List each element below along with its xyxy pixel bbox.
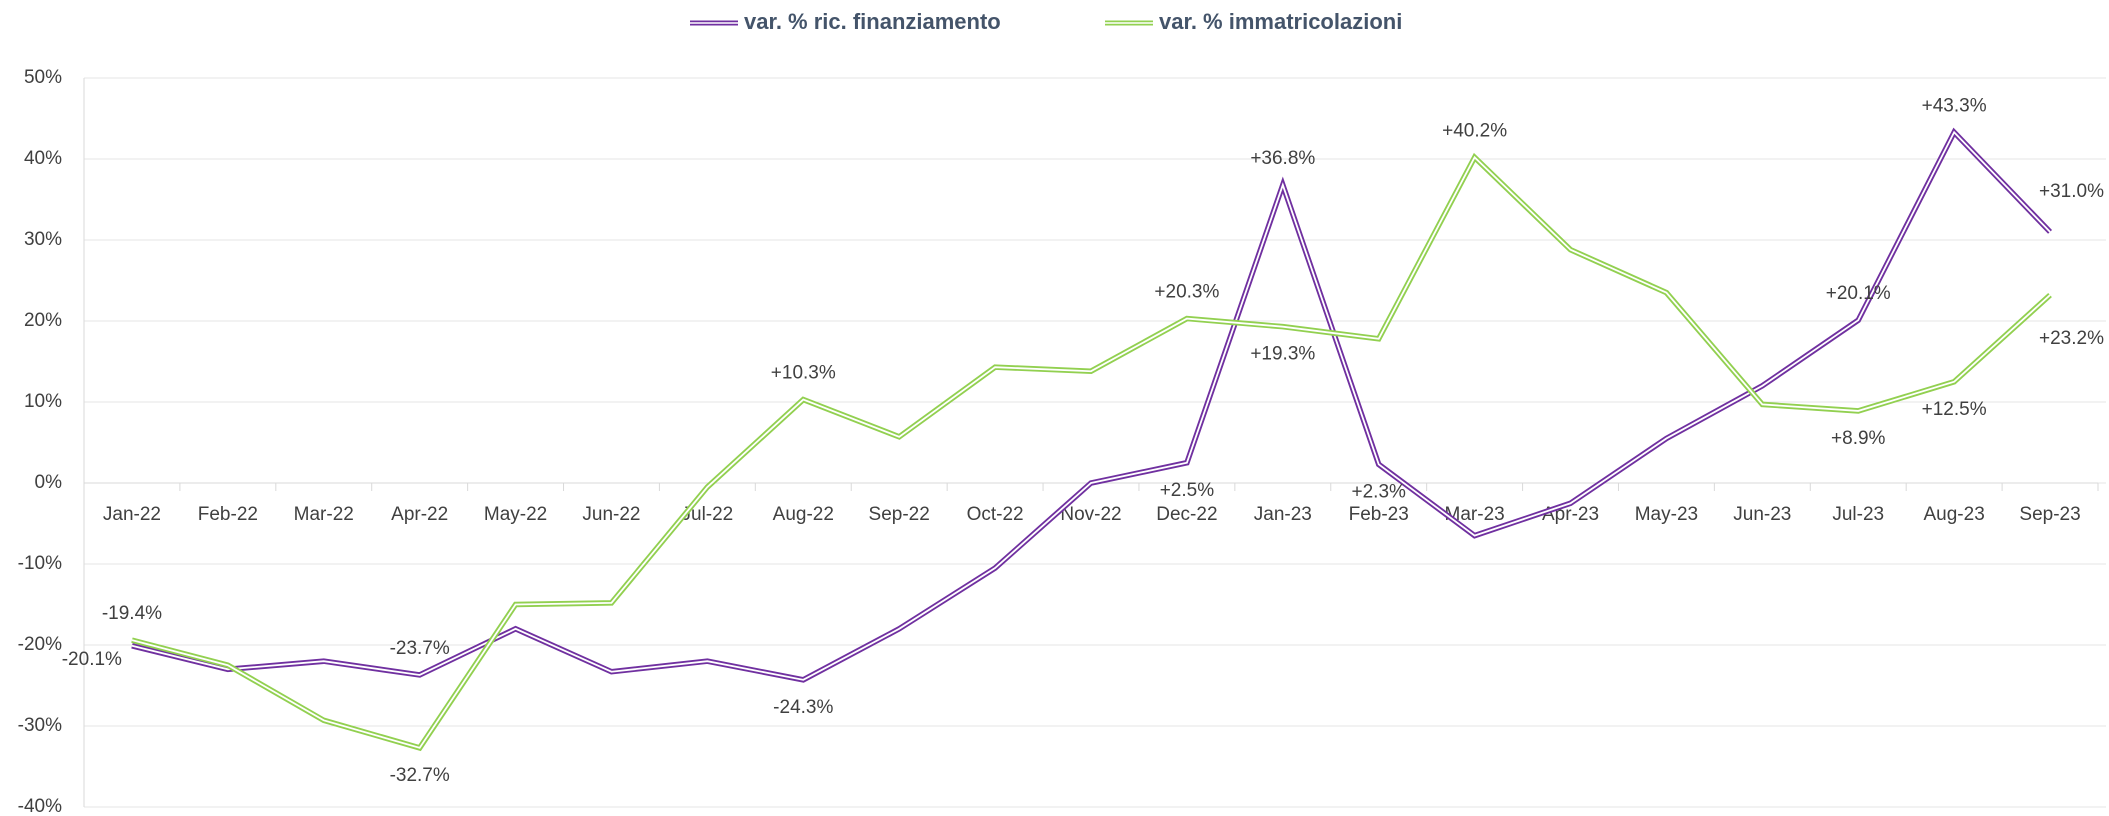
x-tick-label: Sep-22 — [869, 504, 930, 525]
x-tick-label: Mar-23 — [1445, 504, 1505, 525]
x-tick-label: Jun-23 — [1733, 504, 1791, 525]
data-label: +10.3% — [771, 363, 836, 384]
x-tick-label: May-23 — [1635, 504, 1698, 525]
data-label: -24.3% — [773, 697, 833, 718]
x-tick-label: Aug-22 — [773, 504, 834, 525]
data-label: +12.5% — [1922, 399, 1987, 420]
y-tick-label: 40% — [24, 148, 62, 169]
y-tick-label: 0% — [35, 472, 63, 493]
y-tick-label: 30% — [24, 229, 62, 250]
x-tick-label: Apr-22 — [391, 504, 448, 525]
data-label: -23.7% — [390, 638, 450, 659]
data-label: +31.0% — [2039, 181, 2104, 202]
y-tick-label: -40% — [18, 796, 62, 816]
x-tick-label: Sep-23 — [2019, 504, 2080, 525]
data-label: +2.5% — [1160, 480, 1215, 501]
data-label: +19.3% — [1250, 344, 1315, 365]
x-tick-label: Nov-22 — [1060, 504, 1121, 525]
x-tick-label: Dec-22 — [1156, 504, 1217, 525]
x-tick-label: Jun-22 — [582, 504, 640, 525]
series-line — [131, 152, 2052, 752]
data-label: +36.8% — [1250, 148, 1315, 169]
y-tick-label: 50% — [24, 67, 62, 88]
x-tick-label: Jan-23 — [1254, 504, 1312, 525]
x-tick-label: May-22 — [484, 504, 547, 525]
legend-label: var. % ric. finanziamento — [744, 9, 1001, 34]
data-label: +20.1% — [1826, 283, 1891, 304]
data-label: +40.2% — [1442, 120, 1507, 141]
data-label: +2.3% — [1352, 481, 1407, 502]
x-tick-label: Jul-23 — [1832, 504, 1884, 525]
y-tick-label: 10% — [24, 391, 62, 412]
legend-label: var. % immatricolazioni — [1159, 9, 1402, 34]
y-tick-label: 20% — [24, 310, 62, 331]
x-tick-label: Jan-22 — [103, 504, 161, 525]
data-label: -20.1% — [62, 649, 122, 670]
data-label: +8.9% — [1831, 428, 1886, 449]
x-tick-label: Mar-22 — [294, 504, 354, 525]
x-tick-label: Aug-23 — [1924, 504, 1985, 525]
series-line-inner — [131, 155, 2051, 749]
data-label: -32.7% — [390, 765, 450, 786]
x-tick-label: Feb-23 — [1349, 504, 1409, 525]
series-line-inner — [131, 130, 2051, 681]
data-label: +43.3% — [1922, 95, 1987, 116]
y-tick-label: -30% — [18, 715, 62, 736]
x-tick-label: Jul-22 — [682, 504, 734, 525]
x-tick-label: Feb-22 — [198, 504, 258, 525]
data-label: +23.2% — [2039, 328, 2104, 349]
data-label: +20.3% — [1154, 282, 1219, 303]
x-tick-label: Oct-22 — [967, 504, 1024, 525]
y-tick-label: -10% — [18, 553, 62, 574]
data-label: -19.4% — [102, 603, 162, 624]
y-tick-label: -20% — [18, 634, 62, 655]
